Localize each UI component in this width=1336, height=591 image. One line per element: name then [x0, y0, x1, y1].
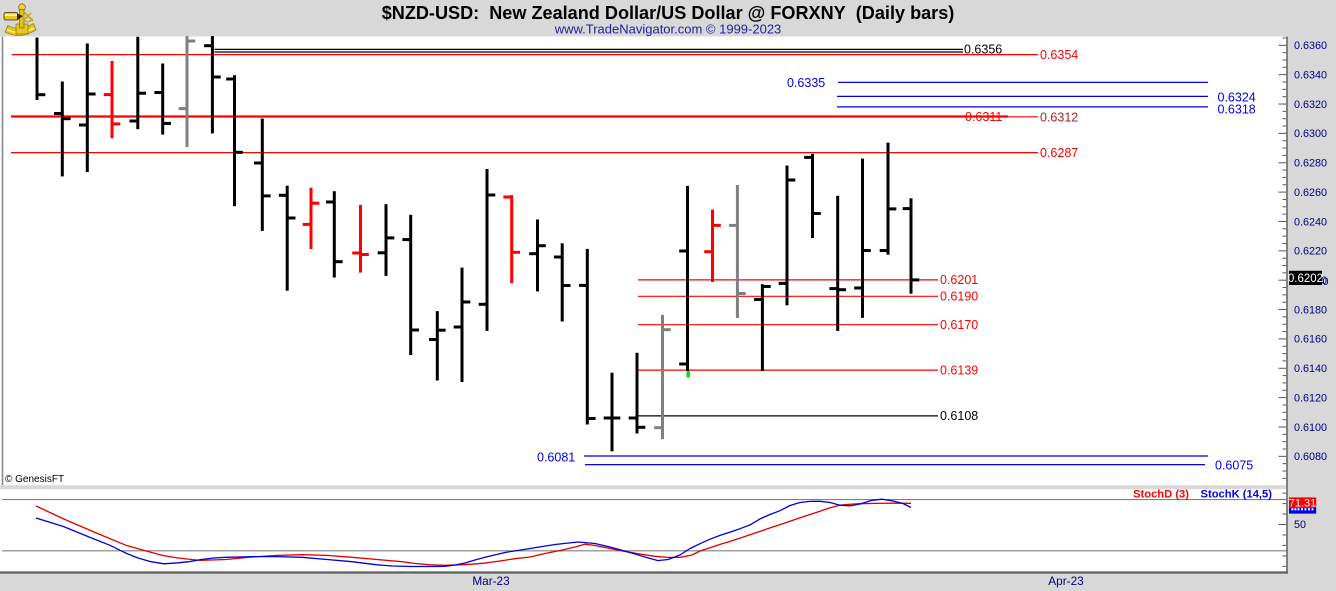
svg-text:0.6354: 0.6354: [1040, 48, 1078, 62]
svg-text:0.6139: 0.6139: [940, 363, 978, 377]
svg-text:Apr-23: Apr-23: [1048, 574, 1084, 588]
svg-text:www.TradeNavigator.com © 1999-: www.TradeNavigator.com © 1999-2023: [554, 22, 782, 37]
svg-text:0.6335: 0.6335: [787, 76, 825, 90]
svg-text:Mar-23: Mar-23: [472, 574, 510, 588]
svg-text:0.6240: 0.6240: [1294, 216, 1327, 228]
svg-text:0.6312: 0.6312: [1040, 110, 1078, 124]
svg-text:0.6100: 0.6100: [1294, 422, 1327, 434]
svg-text:0.6311: 0.6311: [965, 110, 1002, 124]
svg-text:0.6081: 0.6081: [537, 451, 575, 465]
svg-text:0.6080: 0.6080: [1294, 451, 1327, 463]
svg-text:$NZD-USD: New Zealand Dollar/: $NZD-USD: New Zealand Dollar/US Dollar @…: [382, 3, 955, 23]
svg-text:0.6075: 0.6075: [1215, 459, 1253, 473]
svg-text:0.6280: 0.6280: [1294, 158, 1327, 170]
svg-text:0.6260: 0.6260: [1294, 187, 1327, 199]
svg-text:0.6140: 0.6140: [1294, 363, 1327, 375]
svg-text:71.31: 71.31: [1289, 498, 1317, 510]
svg-text:0.6324: 0.6324: [1218, 91, 1256, 105]
svg-text:0.6318: 0.6318: [1218, 103, 1256, 117]
svg-text:0.6180: 0.6180: [1294, 304, 1327, 316]
svg-text:0.6360: 0.6360: [1294, 40, 1327, 52]
svg-text:StochD (3): StochD (3): [1133, 488, 1189, 500]
svg-text:0.6202: 0.6202: [1288, 273, 1323, 285]
svg-text:0.6220: 0.6220: [1294, 246, 1327, 258]
svg-text:0.6170: 0.6170: [940, 318, 978, 332]
svg-text:0.6190: 0.6190: [940, 290, 978, 304]
svg-text:0.6356: 0.6356: [964, 43, 1002, 57]
svg-text:50: 50: [1294, 519, 1306, 531]
svg-text:0.6108: 0.6108: [940, 409, 978, 423]
svg-text:0.6201: 0.6201: [940, 273, 978, 287]
svg-text:© GenesisFT: © GenesisFT: [5, 474, 64, 485]
svg-text:0.6340: 0.6340: [1294, 69, 1327, 81]
svg-text:StochK (14,5): StochK (14,5): [1201, 488, 1273, 500]
svg-text:0.6300: 0.6300: [1294, 128, 1327, 140]
svg-text:0.6160: 0.6160: [1294, 334, 1327, 346]
svg-text:0: 0: [1323, 276, 1329, 288]
svg-text:0.6320: 0.6320: [1294, 99, 1327, 111]
svg-text:0.6287: 0.6287: [1040, 146, 1078, 160]
svg-text:0.6120: 0.6120: [1294, 392, 1327, 404]
